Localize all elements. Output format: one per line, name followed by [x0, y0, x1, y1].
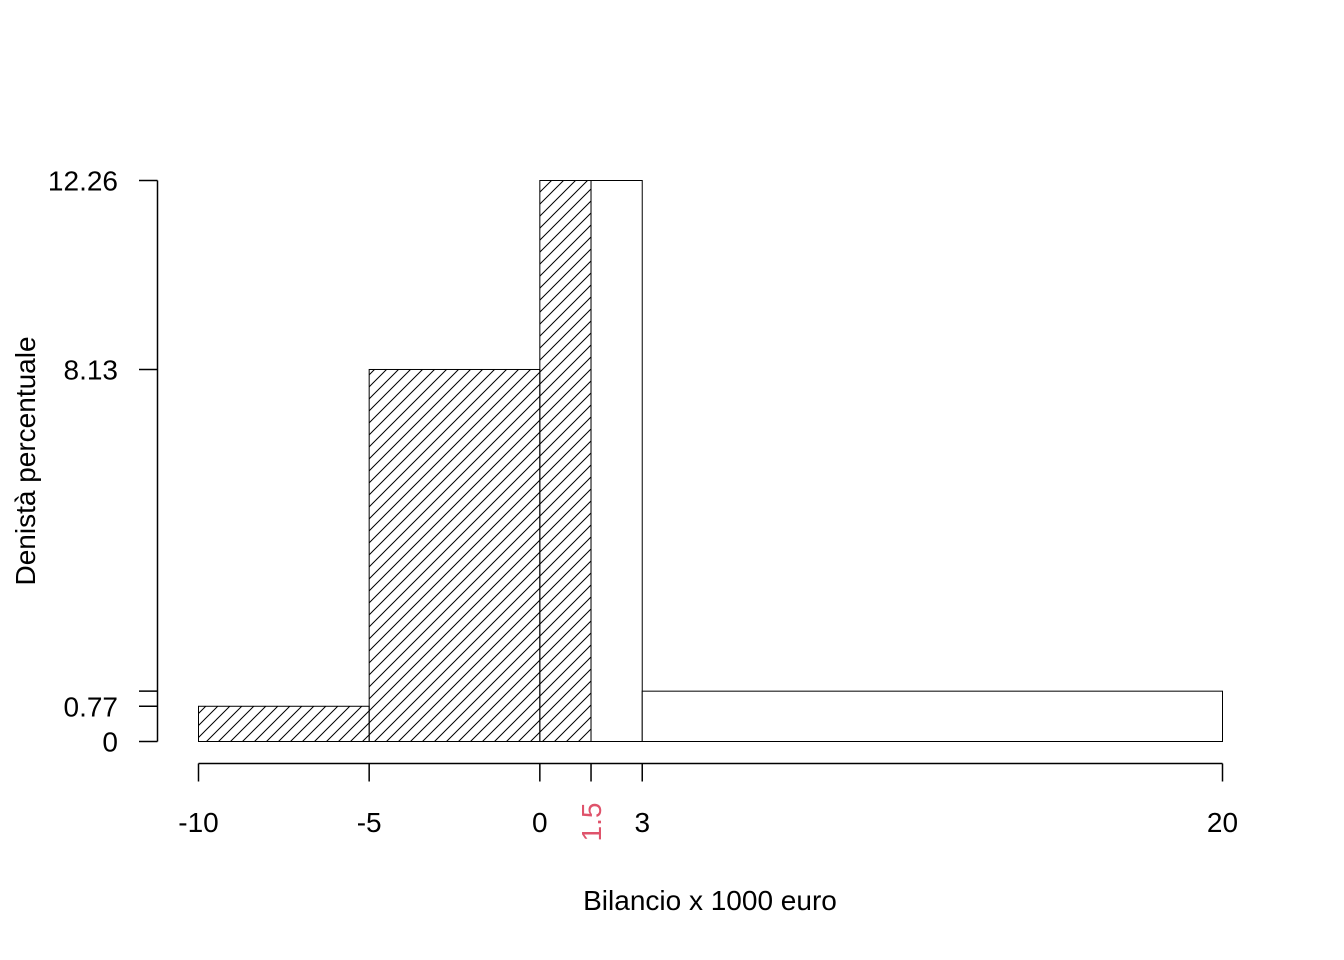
x-tick-label-3: 1.5: [576, 803, 607, 842]
y-axis-title: Denistà percentuale: [10, 336, 41, 585]
y-tick-label-1: 0.77: [64, 691, 119, 722]
x-tick-label-0: -10: [178, 807, 218, 838]
y-tick-label-3: 8.13: [64, 354, 119, 385]
x-axis-title: Bilancio x 1000 euro: [583, 885, 837, 916]
y-tick-label-4: 12.26: [48, 166, 118, 197]
histogram-bar-3: [590, 180, 643, 742]
x-tick-label-2: 0: [532, 807, 548, 838]
histogram-bar-2: [539, 180, 592, 742]
y-tick-label-0: 0: [102, 727, 118, 758]
x-axis: -10 -5 0 1.5 3 20: [178, 762, 1238, 842]
histogram-bars: [198, 180, 1223, 743]
histogram-bar-0: [198, 705, 370, 743]
x-tick-label-4: 3: [634, 807, 650, 838]
x-tick-label-1: -5: [357, 807, 382, 838]
x-tick-label-5: 20: [1207, 807, 1238, 838]
histogram-bar-1: [368, 368, 541, 742]
y-axis: 0 0.77 8.13 12.26: [48, 166, 159, 758]
histogram-bar-4: [641, 690, 1223, 743]
